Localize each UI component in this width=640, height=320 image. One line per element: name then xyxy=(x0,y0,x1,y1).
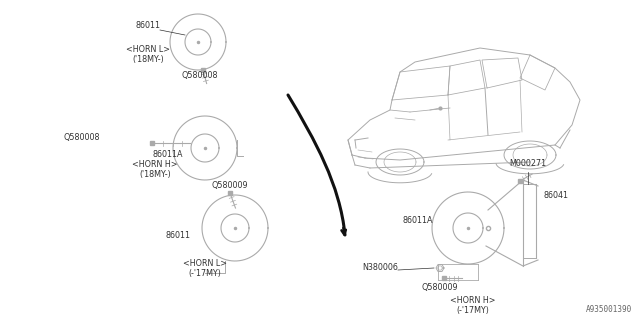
Text: M000271: M000271 xyxy=(509,159,547,168)
Text: A935001390: A935001390 xyxy=(586,305,632,314)
Text: 86011: 86011 xyxy=(135,21,160,30)
Text: <HORN L>: <HORN L> xyxy=(183,259,227,268)
Text: Q580008: Q580008 xyxy=(63,133,100,142)
Text: Q580009: Q580009 xyxy=(212,181,248,190)
Text: 86041: 86041 xyxy=(543,191,568,200)
Text: N380006: N380006 xyxy=(362,263,398,272)
Text: <HORN H>: <HORN H> xyxy=(132,160,178,169)
Text: 86011: 86011 xyxy=(165,231,190,240)
Text: Q580008: Q580008 xyxy=(182,71,218,80)
Text: Q580009: Q580009 xyxy=(422,283,458,292)
Text: (-'17MY): (-'17MY) xyxy=(456,306,490,315)
Text: ('18MY-): ('18MY-) xyxy=(132,55,164,64)
Text: (-'17MY): (-'17MY) xyxy=(189,269,221,278)
Text: <HORN L>: <HORN L> xyxy=(126,45,170,54)
Text: 86011A: 86011A xyxy=(153,150,183,159)
Text: ('18MY-): ('18MY-) xyxy=(139,170,171,179)
Text: 86011A: 86011A xyxy=(403,216,433,225)
Text: <HORN H>: <HORN H> xyxy=(451,296,496,305)
